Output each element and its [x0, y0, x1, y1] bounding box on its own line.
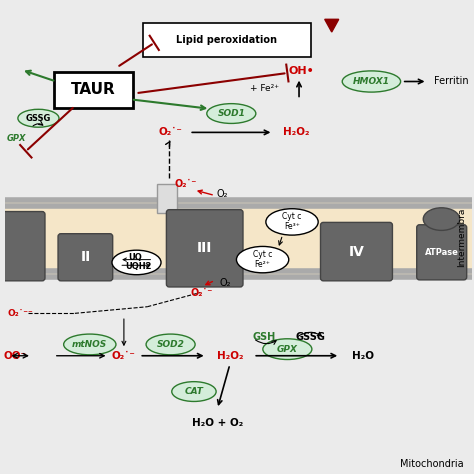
- Text: UQH2: UQH2: [125, 262, 152, 271]
- Text: O₂˙⁻: O₂˙⁻: [159, 128, 182, 137]
- Text: Mitochondria: Mitochondria: [400, 459, 464, 469]
- Bar: [5, 275, 472, 473]
- Text: mtNOS: mtNOS: [72, 340, 108, 349]
- FancyBboxPatch shape: [54, 72, 133, 109]
- Text: GSH: GSH: [252, 332, 275, 342]
- Text: + Fe²⁺: + Fe²⁺: [249, 84, 279, 93]
- Text: GPX: GPX: [7, 134, 27, 143]
- FancyBboxPatch shape: [320, 222, 392, 281]
- Ellipse shape: [237, 246, 289, 273]
- Text: SOD1: SOD1: [218, 109, 245, 118]
- Bar: [5, 199, 472, 275]
- Text: Fe³⁺: Fe³⁺: [284, 222, 300, 231]
- Text: ATPase: ATPase: [425, 247, 458, 256]
- Ellipse shape: [207, 104, 256, 123]
- FancyBboxPatch shape: [0, 211, 45, 281]
- Text: OO⁻: OO⁻: [4, 351, 27, 361]
- Ellipse shape: [263, 339, 312, 359]
- Text: UQ: UQ: [128, 253, 142, 262]
- Text: OH•: OH•: [289, 66, 314, 76]
- Ellipse shape: [112, 250, 161, 275]
- Ellipse shape: [146, 334, 195, 355]
- Text: GSSG: GSSG: [296, 332, 326, 342]
- FancyBboxPatch shape: [58, 234, 113, 281]
- FancyBboxPatch shape: [143, 23, 310, 56]
- Text: H₂O + O₂: H₂O + O₂: [191, 418, 243, 428]
- Text: Cyt c: Cyt c: [253, 250, 272, 259]
- Text: CAT: CAT: [184, 387, 203, 396]
- Ellipse shape: [266, 209, 318, 235]
- Text: H₂O₂: H₂O₂: [283, 128, 310, 137]
- Text: O₂: O₂: [216, 189, 228, 199]
- Ellipse shape: [172, 382, 216, 401]
- Text: GPX: GPX: [277, 345, 298, 354]
- Text: H₂O₂: H₂O₂: [217, 351, 243, 361]
- Text: III: III: [197, 241, 212, 255]
- FancyBboxPatch shape: [166, 210, 243, 287]
- Ellipse shape: [342, 71, 401, 92]
- Ellipse shape: [18, 109, 59, 127]
- Text: SOD2: SOD2: [157, 340, 184, 349]
- Text: Fe²⁺: Fe²⁺: [255, 260, 271, 269]
- Ellipse shape: [64, 334, 116, 355]
- Text: GSSG: GSSG: [26, 114, 51, 123]
- Bar: [5, 1, 472, 199]
- Text: Intermembra: Intermembra: [457, 207, 466, 267]
- FancyBboxPatch shape: [417, 225, 467, 280]
- Polygon shape: [325, 19, 339, 32]
- Text: H₂O: H₂O: [353, 351, 374, 361]
- Text: Ferritin: Ferritin: [434, 76, 468, 86]
- Text: TAUR: TAUR: [71, 82, 116, 98]
- Text: O₂˙⁻: O₂˙⁻: [175, 179, 197, 189]
- Ellipse shape: [423, 208, 460, 230]
- Text: IV: IV: [348, 245, 365, 259]
- Text: Lipid peroxidation: Lipid peroxidation: [176, 35, 277, 45]
- FancyBboxPatch shape: [157, 184, 177, 213]
- Text: O₂: O₂: [219, 278, 231, 288]
- Text: HMOX1: HMOX1: [353, 77, 390, 86]
- Text: O₂˙⁻⁻: O₂˙⁻⁻: [7, 309, 33, 318]
- Text: II: II: [81, 250, 91, 264]
- Text: O₂˙⁻: O₂˙⁻: [112, 351, 136, 361]
- Text: O₂˙⁻: O₂˙⁻: [191, 288, 213, 298]
- Text: Cyt c: Cyt c: [283, 212, 302, 221]
